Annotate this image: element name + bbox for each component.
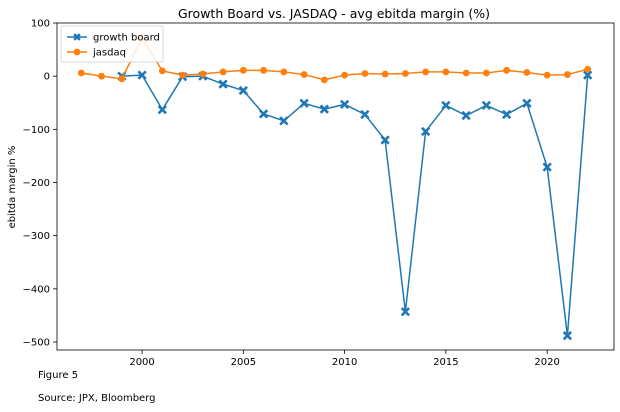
y-tick-label: −400 <box>23 284 50 295</box>
data-point <box>299 98 309 108</box>
data-point <box>258 109 269 119</box>
data-point <box>562 331 573 341</box>
data-point <box>461 110 471 121</box>
series-line-growth-board <box>121 74 589 337</box>
x-tick-label: 2000 <box>129 357 154 368</box>
plot-area: 2000 2005 2010 2015 2020 100 0 −100 −200 −300 −400… <box>23 19 615 368</box>
y-tick-label: −100 <box>23 125 50 136</box>
data-point <box>98 72 105 80</box>
data-point <box>584 65 592 73</box>
figure-label: Figure 5 <box>38 370 79 381</box>
legend-box <box>60 25 164 63</box>
legend-label: jasdaq <box>92 48 126 59</box>
data-point <box>77 69 85 77</box>
data-point <box>280 68 288 76</box>
data-point <box>522 98 532 108</box>
chart-title: Growth Board vs. JASDAQ - avg ebitda mar… <box>178 6 490 21</box>
data-point <box>381 70 389 78</box>
data-point <box>118 75 126 83</box>
data-point <box>420 126 431 137</box>
x-tick-label: 2010 <box>332 357 357 368</box>
data-point <box>157 105 167 115</box>
data-point <box>523 69 531 76</box>
data-point <box>361 70 369 77</box>
data-point <box>564 71 571 78</box>
data-point <box>218 79 228 89</box>
y-tick-label: −200 <box>23 178 50 189</box>
data-point <box>542 162 552 172</box>
data-point <box>503 66 511 74</box>
x-tick-label: 2005 <box>231 357 256 368</box>
y-tick-label: 0 <box>44 72 50 83</box>
y-tick-label: −300 <box>23 231 50 242</box>
data-point <box>300 71 308 78</box>
data-point <box>401 70 409 77</box>
data-point <box>441 100 451 111</box>
legend-marker <box>73 48 81 56</box>
x-tick-label: 2020 <box>534 357 559 368</box>
data-point <box>319 104 329 114</box>
data-point <box>260 66 267 74</box>
data-point <box>360 109 370 120</box>
data-point <box>199 70 207 78</box>
data-point <box>341 71 349 79</box>
data-point <box>481 100 492 111</box>
data-point <box>279 116 289 126</box>
plot-frame <box>56 22 615 351</box>
data-point <box>400 307 411 317</box>
data-point <box>583 70 593 80</box>
data-point <box>502 109 512 120</box>
data-point <box>137 70 147 80</box>
data-point <box>339 99 350 109</box>
legend-label: growth board <box>93 33 160 44</box>
data-point <box>462 69 470 77</box>
data-point <box>442 68 450 76</box>
data-point <box>239 66 247 74</box>
x-tick-label: 2015 <box>433 357 458 368</box>
data-point <box>543 71 551 79</box>
series-line-jasdaq <box>81 37 588 81</box>
data-point <box>482 69 490 77</box>
data-point <box>158 67 166 75</box>
source-label: Source: JPX, Bloomberg <box>38 393 156 404</box>
data-point <box>179 71 186 79</box>
legend-marker <box>73 33 81 41</box>
data-point <box>219 68 227 76</box>
data-point <box>422 68 430 76</box>
data-point <box>380 135 390 145</box>
y-tick-label: 100 <box>31 19 50 30</box>
data-point <box>238 85 248 96</box>
data-point <box>320 76 328 84</box>
y-axis-label: ebitda margin % <box>7 146 18 229</box>
y-tick-label: −500 <box>23 338 50 349</box>
